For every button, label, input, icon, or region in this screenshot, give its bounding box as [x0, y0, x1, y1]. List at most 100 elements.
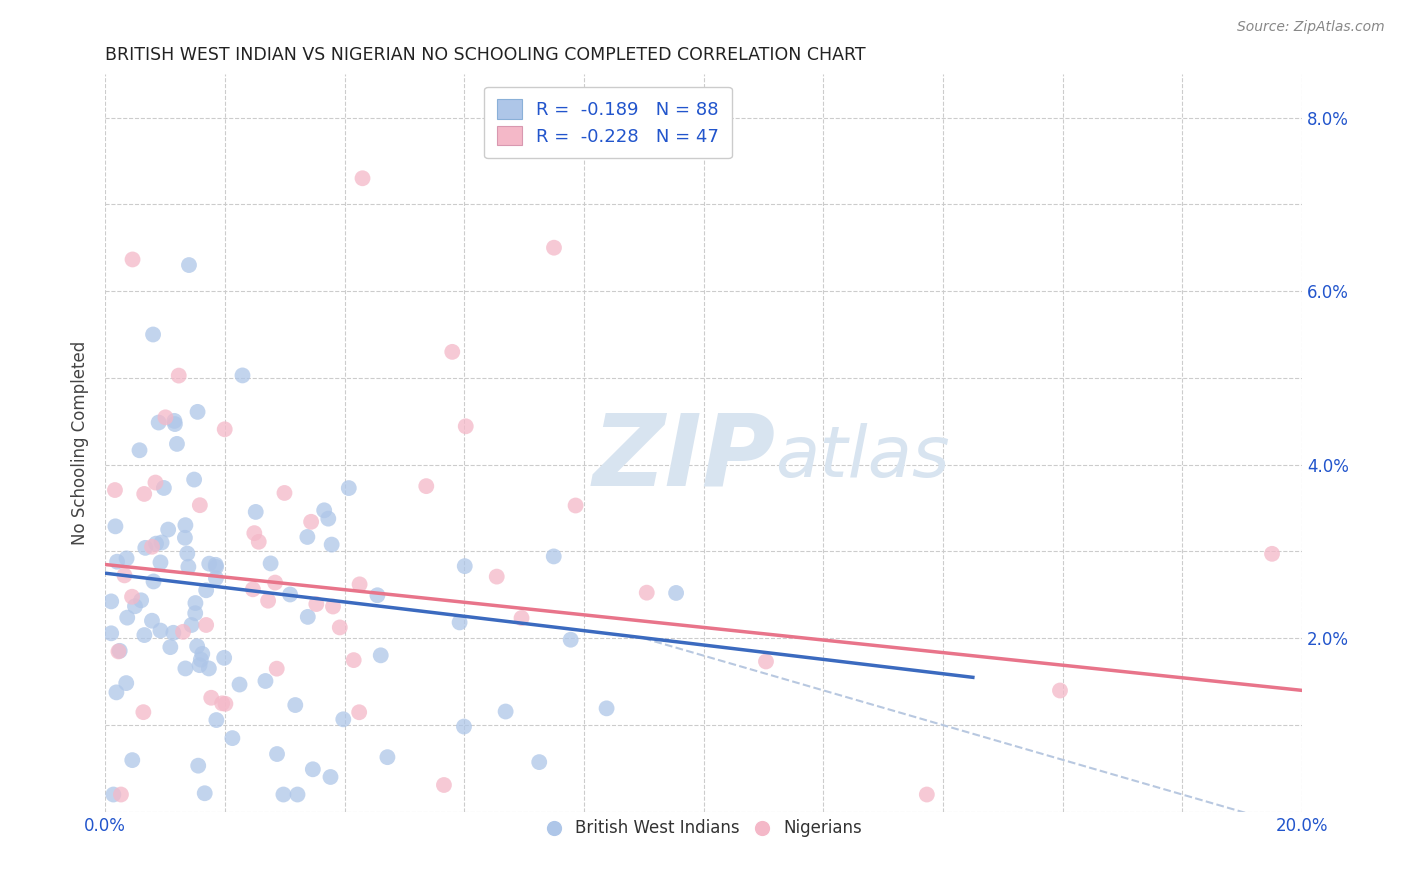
Point [124, 599, 146, 614]
Point [184, 596, 207, 610]
Point [915, 788, 938, 802]
Text: atlas: atlas [775, 423, 950, 492]
Point [134, 541, 156, 555]
Point [316, 511, 339, 525]
Point [337, 481, 360, 495]
Point [121, 753, 143, 767]
Point [198, 557, 221, 571]
Point [174, 531, 197, 545]
Point [755, 655, 778, 669]
Point [347, 705, 370, 719]
Point [221, 731, 243, 745]
Point [108, 644, 131, 658]
Point [115, 676, 138, 690]
Point [349, 577, 371, 591]
Point [543, 549, 565, 564]
Point [104, 519, 127, 533]
Point [186, 639, 208, 653]
Point [167, 368, 190, 383]
Point [314, 503, 336, 517]
Point [104, 483, 127, 497]
Point [142, 327, 165, 342]
Point [191, 647, 214, 661]
Point [266, 747, 288, 761]
Point [441, 344, 464, 359]
Point [242, 582, 264, 597]
Point [190, 652, 212, 666]
Point [257, 593, 280, 607]
Point [1261, 547, 1284, 561]
Point [195, 583, 218, 598]
Point [264, 575, 287, 590]
Point [145, 536, 167, 550]
Point [115, 551, 138, 566]
Point [211, 696, 233, 710]
Point [174, 661, 197, 675]
Point [132, 705, 155, 719]
Point [177, 559, 200, 574]
Point [103, 788, 125, 802]
Point [100, 626, 122, 640]
Y-axis label: No Schooling Completed: No Schooling Completed [72, 341, 89, 545]
Point [284, 698, 307, 712]
Point [297, 610, 319, 624]
Point [204, 558, 226, 572]
Point [319, 770, 342, 784]
Point [332, 712, 354, 726]
Point [305, 597, 328, 611]
Point [107, 644, 129, 658]
Point [377, 750, 399, 764]
Point [454, 559, 477, 574]
Point [370, 648, 392, 663]
Point [194, 786, 217, 800]
Point [366, 588, 388, 602]
Point [188, 498, 211, 512]
Point [231, 368, 253, 383]
Point [214, 422, 236, 436]
Point [105, 555, 128, 569]
Point [145, 475, 167, 490]
Point [177, 258, 200, 272]
Point [273, 486, 295, 500]
Point [453, 720, 475, 734]
Point [245, 505, 267, 519]
Point [149, 624, 172, 638]
Point [205, 571, 228, 585]
Point [510, 611, 533, 625]
Point [134, 487, 156, 501]
Point [485, 569, 508, 583]
Point [243, 526, 266, 541]
Point [121, 590, 143, 604]
Point [205, 560, 228, 574]
Point [110, 788, 132, 802]
Point [415, 479, 437, 493]
Point [529, 755, 551, 769]
Point [636, 585, 658, 599]
Point [278, 587, 301, 601]
Point [150, 535, 173, 549]
Point [302, 762, 325, 776]
Point [163, 417, 186, 431]
Point [187, 405, 209, 419]
Point [1049, 683, 1071, 698]
Point [200, 690, 222, 705]
Point [266, 662, 288, 676]
Point [198, 661, 221, 675]
Point [142, 574, 165, 589]
Point [665, 586, 688, 600]
Point [433, 778, 456, 792]
Point [259, 557, 281, 571]
Legend: British West Indians, Nigerians: British West Indians, Nigerians [538, 813, 869, 844]
Text: ZIP: ZIP [592, 409, 775, 507]
Point [287, 788, 309, 802]
Point [149, 556, 172, 570]
Point [172, 624, 194, 639]
Point [100, 594, 122, 608]
Point [159, 640, 181, 654]
Point [228, 677, 250, 691]
Point [141, 614, 163, 628]
Point [115, 610, 138, 624]
Point [254, 673, 277, 688]
Point [321, 538, 343, 552]
Point [273, 788, 295, 802]
